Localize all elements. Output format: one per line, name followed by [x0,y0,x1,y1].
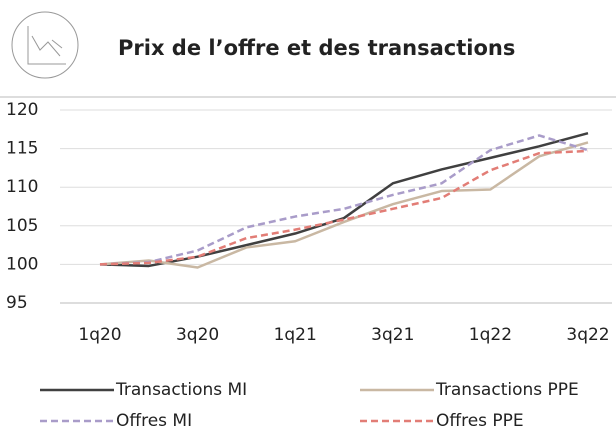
header-icon [11,11,79,79]
line-series [99,134,589,266]
legend-label: Offres PPE [436,411,524,431]
y-tick-label: 115 [6,139,38,159]
y-tick-label: 105 [6,216,38,236]
x-tick-label: 3q21 [371,325,414,345]
y-tick-label: 110 [6,177,38,197]
line-series [99,141,589,269]
y-tick-label: 100 [6,254,38,274]
legend-label: Transactions PPE [435,380,579,400]
y-tick-label: 95 [6,293,28,313]
line-series [99,131,589,268]
x-tick-label: 3q22 [566,325,609,345]
legend-label: Transactions MI [115,380,247,400]
x-tick-label: 1q22 [469,325,512,345]
x-tick-label: 1q21 [274,325,317,345]
legend-label: Offres MI [116,411,192,431]
x-tick-label: 1q20 [78,325,121,345]
line-series [99,149,589,266]
y-tick-label: 120 [6,100,38,120]
chart-title: Prix de l’offre et des transactions [118,36,515,60]
x-tick-label: 3q20 [176,325,219,345]
